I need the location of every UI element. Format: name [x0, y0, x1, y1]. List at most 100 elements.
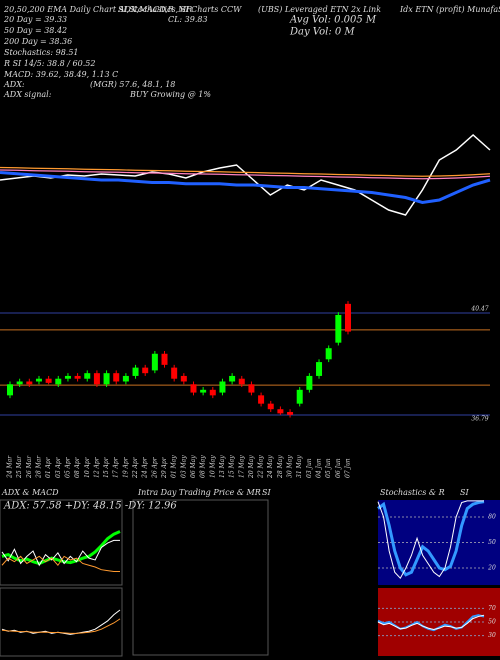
x-tick-label: 03 Apr	[55, 456, 62, 478]
candle-body	[35, 378, 42, 382]
series-line	[377, 614, 485, 630]
intra-title: Intra Day Trading Price & MR	[137, 488, 261, 497]
x-tick-label: 03 Jun	[306, 458, 313, 478]
annotation: SI,Stochastics,MR	[118, 5, 192, 14]
x-tick-label: 24 May	[267, 455, 274, 479]
macd-panel	[0, 587, 123, 657]
annotation: Avg Vol: 0.005 M	[289, 15, 377, 26]
x-tick-label: 24 Mar	[7, 455, 14, 479]
y-tick-label: 40.47	[470, 306, 488, 313]
x-tick-label: 19 Apr	[122, 456, 129, 478]
annotation: ADX signal:	[3, 90, 52, 99]
candle-body	[84, 373, 91, 379]
x-tick-label: 07 Jun	[345, 458, 352, 478]
annotation: CL: 39.83	[168, 15, 208, 24]
x-tick-label: 01 May	[171, 455, 178, 478]
candle-body	[209, 389, 216, 396]
candle-body	[16, 381, 23, 385]
annotation: Day Vol: 0 M	[289, 27, 355, 38]
candle-body	[171, 367, 178, 379]
annotation: (MGR) 57.6, 48.1, 18	[90, 80, 175, 89]
annotation: 50 Day = 38.42	[4, 26, 67, 35]
series-line	[0, 166, 491, 177]
annotation: SI Charts CCW	[180, 5, 242, 14]
y-tick-label: 70	[488, 605, 496, 612]
x-tick-label: 28 May	[277, 455, 284, 479]
candle-body	[296, 389, 303, 404]
candle-body	[219, 381, 226, 393]
x-tick-label: 17 May	[238, 455, 245, 478]
series-line	[377, 500, 485, 577]
x-tick-label: 05 Apr	[64, 456, 71, 478]
intra-subtitle: SI	[262, 488, 271, 497]
annotation: R SI 14/5: 38.8 / 60.52	[3, 59, 95, 68]
candle-body	[335, 314, 342, 343]
candle-body	[287, 411, 294, 415]
y-tick-label: 30	[488, 632, 496, 639]
candle-body	[306, 375, 313, 390]
annotation: 20,50,200 EMA Daily Chart ADX,MACD,R	[3, 5, 174, 14]
candle-body	[132, 367, 139, 376]
x-tick-label: 08 Apr	[74, 456, 81, 478]
candle-body	[7, 384, 13, 396]
adx-panel	[0, 499, 123, 586]
annotation: ADX:	[3, 80, 25, 89]
candle-body	[26, 381, 33, 385]
x-tick-label: 24 Apr	[142, 456, 149, 479]
y-tick-label: 50	[488, 619, 496, 626]
x-tick-label: 28 Mar	[35, 455, 42, 479]
x-tick-label: 06 May	[190, 455, 197, 478]
x-tick-label: 26 Mar	[26, 455, 33, 479]
annotation: BUY Growing @ 1%	[129, 90, 211, 99]
series-line	[1, 555, 120, 572]
candle-body	[238, 378, 245, 385]
annotation: 200 Day = 38.36	[3, 37, 72, 46]
x-tick-label: 06 Jun	[335, 458, 342, 478]
x-tick-label: 26 Apr	[151, 456, 158, 479]
x-tick-label: 20 May	[248, 455, 255, 479]
x-tick-label: 12 Apr	[93, 456, 100, 478]
annotation: (UBS) Leveraged ETN 2x Link	[258, 5, 381, 14]
x-tick-label: 01 Apr	[45, 456, 52, 478]
series-line	[377, 500, 484, 580]
series-line	[0, 169, 491, 180]
candle-body	[200, 389, 207, 393]
candle-body	[64, 375, 71, 379]
candle-body	[190, 384, 197, 393]
annotation: Idx ETN (profit) MunafaSutra.com	[399, 5, 500, 14]
candle-body	[229, 375, 236, 382]
candle-body	[180, 375, 187, 382]
y-tick-label: 20	[487, 565, 496, 572]
candle-body	[55, 378, 62, 385]
intra-panel	[132, 499, 269, 656]
x-tick-label: 03 May	[180, 455, 187, 478]
x-tick-label: 30 May	[287, 455, 294, 478]
x-tick-label: 10 Apr	[84, 456, 91, 478]
series-line	[0, 171, 491, 205]
candle-body	[248, 384, 255, 393]
adx-values: ADX: 57.58 +DY: 48.15 -DY: 12.96	[3, 501, 177, 512]
candle-body	[316, 362, 323, 376]
x-tick-label: 04 Jun	[316, 458, 323, 478]
candle-body	[113, 373, 120, 382]
candle-body	[267, 403, 274, 410]
candle-body	[74, 375, 81, 379]
stoch-subtitle: SI	[460, 488, 469, 497]
annotation: 20 Day = 39.33	[3, 15, 67, 24]
x-tick-label: 08 May	[200, 455, 207, 478]
x-tick-label: 25 Mar	[16, 455, 23, 479]
candle-body	[325, 348, 332, 360]
candle-body	[45, 378, 52, 383]
candle-body	[122, 375, 129, 382]
candle-body	[161, 353, 168, 365]
x-tick-label: 15 Apr	[103, 456, 110, 478]
series-line	[1, 539, 120, 567]
series-line	[377, 614, 485, 632]
y-tick-label: 80	[488, 514, 496, 521]
candle-body	[142, 367, 149, 374]
candle-body	[103, 373, 110, 385]
y-tick-label: 36.79	[471, 416, 488, 423]
candle-body	[277, 409, 284, 414]
candle-body	[345, 303, 351, 332]
